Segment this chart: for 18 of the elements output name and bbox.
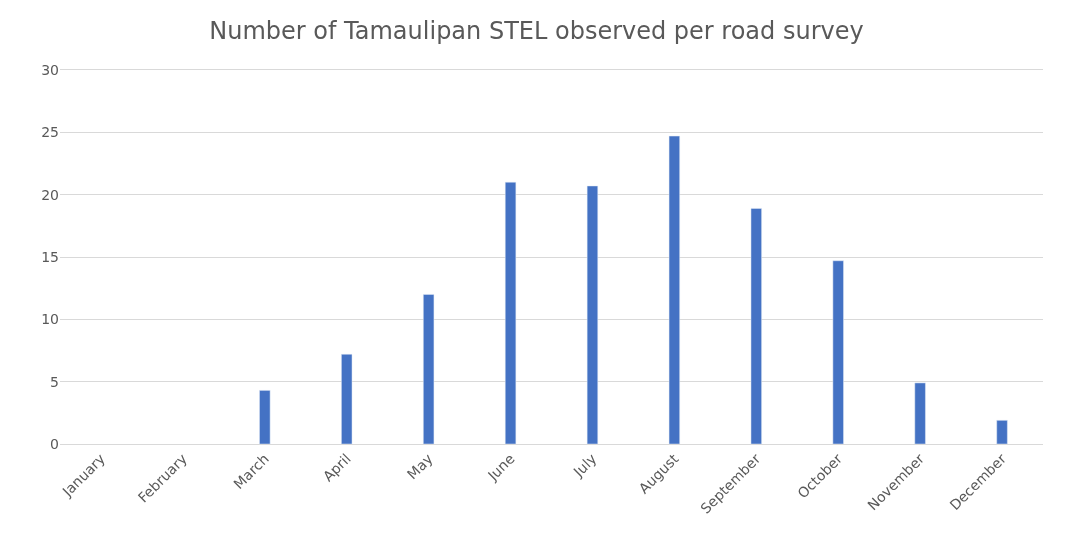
bar: [423, 294, 435, 444]
bar: [586, 185, 599, 444]
y-tick-label: 30: [41, 61, 59, 78]
bar: [996, 420, 1008, 444]
bar: [832, 260, 844, 444]
chart-title: Number of Tamaulipan STEL observed per road survey: [209, 16, 864, 45]
bar: [341, 353, 353, 444]
bar: [668, 135, 680, 444]
bar: [504, 181, 517, 444]
y-tick-label: 15: [41, 248, 59, 265]
bar: [750, 208, 762, 444]
y-tick-label: 20: [41, 186, 59, 203]
y-tick-label: 0: [50, 435, 59, 452]
y-tick-label: 10: [41, 311, 59, 328]
bar: [259, 390, 271, 444]
bar: [914, 382, 926, 444]
y-tick-label: 25: [41, 124, 59, 141]
y-tick-label: 5: [50, 373, 59, 390]
